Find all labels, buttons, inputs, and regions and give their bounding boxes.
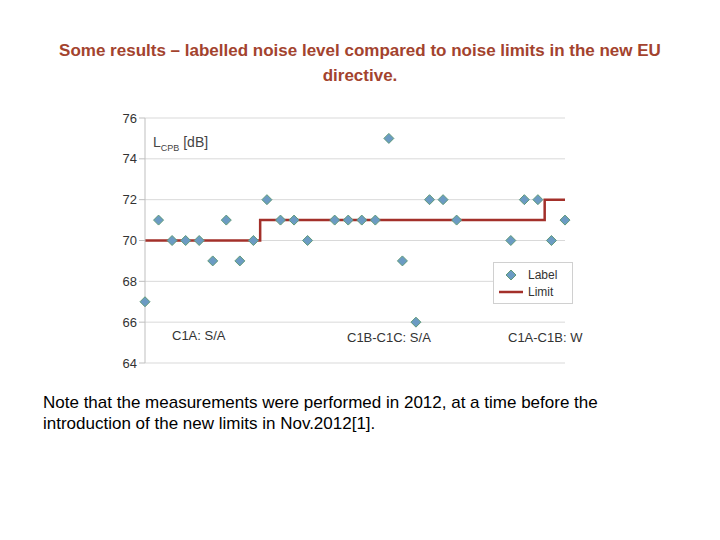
- svg-text:74: 74: [123, 151, 137, 166]
- html-text:C1A: S/A: C1A: S/A: [172, 328, 226, 343]
- svg-text:66: 66: [123, 315, 137, 330]
- html-text:Some results – labelled noise: Some results – labelled noise level comp…: [59, 41, 661, 85]
- svg-text:68: 68: [123, 274, 137, 289]
- html-text:C1A-C1B: W: C1A-C1B: W: [508, 330, 583, 345]
- html-text:Note that the measurements wer: Note that the measurements were performe…: [43, 393, 598, 433]
- html-text:LCPB [dB]: LCPB [dB]: [153, 134, 209, 153]
- svg-text:76: 76: [123, 111, 137, 126]
- svg-text:70: 70: [123, 233, 137, 248]
- svg-text:72: 72: [123, 192, 137, 207]
- svg-text:64: 64: [123, 356, 137, 371]
- html-text:C1B-C1C: S/A: C1B-C1C: S/A: [347, 330, 431, 345]
- html-text:Limit: Limit: [528, 284, 554, 299]
- html-text:Label: Label: [528, 267, 558, 282]
